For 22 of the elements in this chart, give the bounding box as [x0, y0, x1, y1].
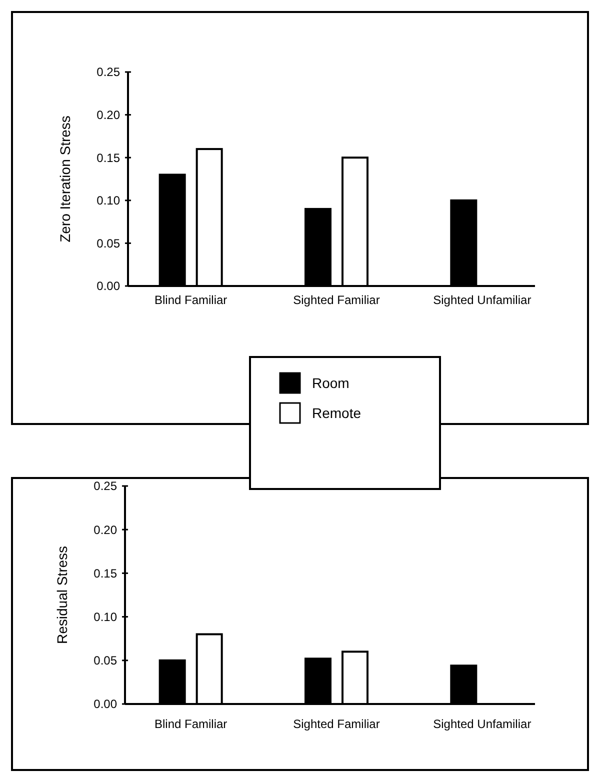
- y-tick-label: 0.00: [94, 697, 118, 712]
- y-tick-label: 0.25: [96, 65, 120, 80]
- y-tick-label: 0.05: [96, 236, 120, 250]
- y-tick-label: 0.00: [96, 279, 120, 294]
- x-tick-label: Sighted Familiar: [293, 293, 380, 307]
- y-tick-label: 0.10: [96, 194, 120, 208]
- y-tick-label: 0.20: [94, 522, 118, 537]
- legend-label: Remote: [312, 405, 362, 421]
- y-tick-label: 0.10: [94, 610, 118, 624]
- y-axis-title: Residual Stress: [54, 546, 70, 644]
- y-tick-label: 0.25: [94, 479, 118, 494]
- legend-label: Room: [312, 375, 350, 391]
- x-tick-label: Sighted Unfamiliar: [433, 293, 532, 307]
- x-tick-label: Sighted Unfamiliar: [433, 717, 532, 731]
- x-tick-label: Blind Familiar: [154, 717, 228, 731]
- y-tick-label: 0.15: [96, 150, 120, 165]
- y-tick-label: 0.05: [94, 654, 118, 668]
- x-tick-label: Sighted Familiar: [293, 717, 380, 731]
- y-tick-label: 0.20: [96, 108, 120, 122]
- x-tick-label: Blind Familiar: [154, 293, 228, 307]
- y-axis-title: Zero Iteration Stress: [57, 116, 73, 242]
- y-tick-label: 0.15: [94, 566, 118, 580]
